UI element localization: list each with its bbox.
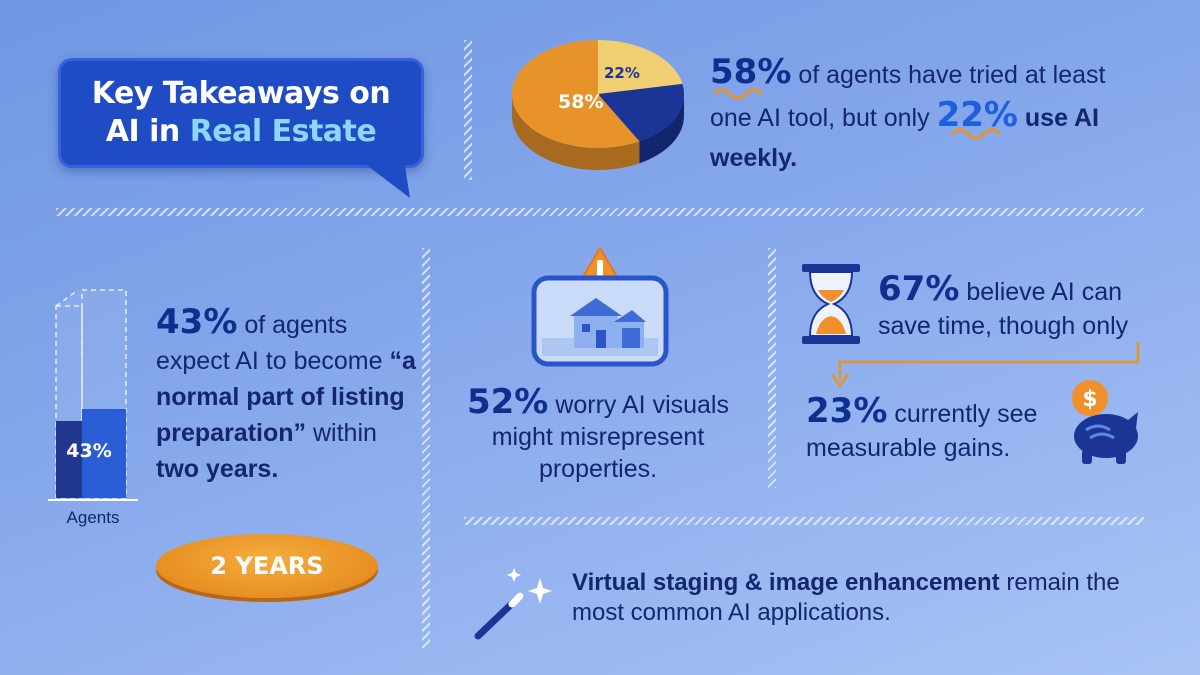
divider-middle [56, 208, 1144, 216]
pie-slice-side-2 [639, 94, 684, 164]
divider-left-vertical [422, 248, 430, 648]
pie-sides [512, 94, 684, 170]
squiggle-underline-2 [950, 128, 1002, 140]
stat-time-text-a: believe AI can save time, though only [878, 278, 1129, 340]
hourglass-icon [802, 264, 860, 344]
stat-time-a: 67% believe AI can save time, though onl… [878, 272, 1158, 343]
pie-slice-0 [512, 40, 640, 148]
pie-label-22: 22% [604, 64, 640, 82]
pct-gains: 23% [806, 391, 888, 431]
piggy-bank-icon: $ [1072, 380, 1138, 464]
house-icon [542, 298, 658, 356]
bar-value-label: 43% [66, 440, 112, 462]
dollar-sign: $ [1082, 387, 1097, 412]
title-bubble: Key Takeaways on AI in Real Estate [58, 58, 424, 168]
stat-staging: Virtual staging & image enhancement rema… [572, 568, 1172, 628]
agents-bar-chart [48, 289, 138, 501]
pct-visuals: 52% [466, 382, 549, 422]
stat-normal-bold-end: two years. [156, 455, 279, 483]
title-accent: Real Estate [189, 114, 377, 149]
connector-arrow [830, 342, 1140, 388]
stat-time-text-b: currently see measurable gains. [806, 400, 1038, 462]
pie-slice-side-0 [512, 94, 640, 170]
stat-visuals-text: worry AI visuals might misrepresent prop… [491, 391, 729, 483]
pct-tried: 58% [710, 52, 792, 92]
pie-slice-1 [598, 40, 683, 94]
stat-staging-text: remain the most common AI applications. [572, 569, 1120, 626]
title-line-2: AI in Real Estate [61, 113, 421, 151]
pie-tops [512, 40, 684, 148]
two-years-badge: 2 YEARS [156, 534, 378, 598]
magic-wand-icon [474, 568, 552, 640]
bubble-tail [360, 160, 410, 198]
title-prefix: AI in [105, 114, 180, 149]
title-line-1: Key Takeaways on [91, 76, 391, 111]
divider-top-vertical [464, 40, 472, 180]
pct-weekly: 22% [936, 95, 1018, 135]
pie-label-58: 58% [558, 91, 603, 113]
squiggle-underline-1 [712, 88, 764, 100]
stat-visuals: 52% worry AI visuals might misrepresent … [448, 385, 748, 485]
stat-tools: 58% of agents have tried at least one AI… [710, 52, 1140, 178]
bar-axis-label: Agents [66, 508, 120, 527]
pct-believe: 67% [878, 269, 960, 309]
pct-normal: 43% [156, 302, 238, 342]
divider-right-vertical [768, 248, 776, 488]
stat-tools-text-a: of agents have tried at least one AI too… [710, 61, 1106, 132]
pie-slice-2 [598, 83, 684, 142]
stat-tools-text-b: use AI weekly. [710, 104, 1100, 172]
house-warning-graphic [531, 247, 669, 367]
pie-chart: 58% 22% [512, 40, 684, 170]
stat-normal-quote: “a normal part of listing preparation” [156, 347, 416, 447]
stat-normal-part: 43% of agents expect AI to become “a nor… [156, 304, 426, 487]
stat-normal-text-a: of agents expect AI to become [156, 311, 383, 375]
stat-time-b: 23% currently see measurable gains. [806, 394, 1076, 465]
divider-bottom [464, 517, 1144, 525]
stat-normal-text-b: within [312, 419, 377, 447]
stat-staging-bold: Virtual staging & image enhancement [572, 569, 1000, 596]
